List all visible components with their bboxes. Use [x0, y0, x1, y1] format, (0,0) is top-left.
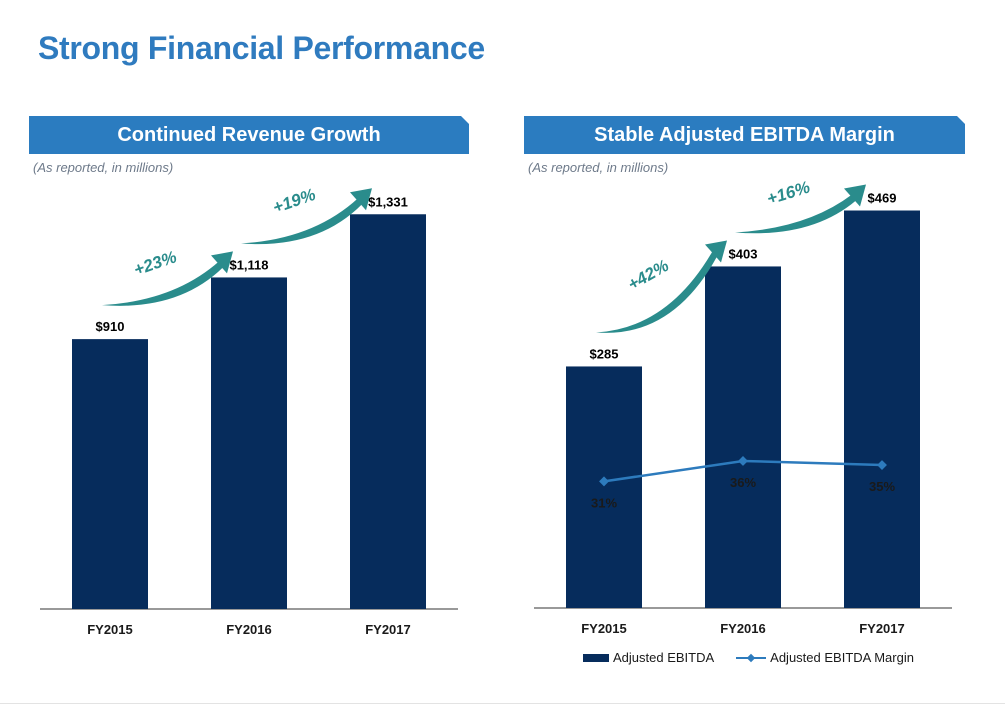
bar-fy2016: [211, 277, 287, 609]
legend-bar-label: Adjusted EBITDA: [613, 650, 715, 665]
margin-point-fy2015: [599, 476, 609, 487]
legend-bar-swatch: [583, 653, 609, 662]
bar-fy2017: [350, 214, 426, 609]
page-title: Strong Financial Performance: [38, 30, 485, 66]
growth-arrow-1: [102, 251, 233, 306]
x-tick-fy2016: FY2016: [720, 621, 766, 636]
bar-fy2015: [566, 366, 642, 608]
growth-arrow-1-head: [705, 240, 727, 263]
revenue-chart-title: Continued Revenue Growth: [117, 123, 381, 146]
growth-arrow-2-head: [350, 188, 372, 211]
margin-label-fy2015: 31%: [591, 495, 617, 510]
x-tick-fy2017: FY2017: [859, 621, 905, 636]
revenue-chart-note: (As reported, in millions): [33, 160, 174, 175]
bar-value-fy2015: $910: [96, 319, 125, 334]
growth-arrow-2-label: +16%: [765, 178, 813, 209]
ebitda-chart-note: (As reported, in millions): [528, 160, 669, 175]
bar-fy2015: [72, 339, 148, 609]
growth-arrow-1-shaft: [102, 261, 223, 306]
margin-label-fy2016: 36%: [730, 475, 756, 490]
growth-arrow-1: [596, 240, 727, 333]
bar-value-fy2015: $285: [590, 346, 619, 361]
revenue-chart-banner: Continued Revenue Growth: [29, 116, 469, 154]
bar-value-fy2017: $469: [868, 191, 897, 206]
growth-arrow-2: [241, 188, 372, 245]
x-tick-fy2015: FY2015: [87, 622, 133, 637]
growth-arrow-2-head: [844, 184, 866, 207]
bar-fy2016: [705, 266, 781, 608]
ebitda-chart-banner: Stable Adjusted EBITDA Margin: [524, 116, 965, 154]
growth-arrow-2: [735, 184, 866, 234]
margin-label-fy2017: 35%: [869, 479, 895, 494]
legend-line-label: Adjusted EBITDA Margin: [770, 650, 914, 665]
bar-value-fy2017: $1,331: [368, 194, 408, 209]
growth-arrow-1-shaft: [596, 250, 717, 333]
growth-arrow-2-shaft: [735, 194, 856, 234]
bottom-divider: [0, 703, 1005, 704]
growth-arrow-2-label: +19%: [270, 185, 318, 218]
growth-arrow-1-label: +42%: [624, 256, 672, 294]
bar-value-fy2016: $403: [729, 246, 758, 261]
x-tick-fy2017: FY2017: [365, 622, 411, 637]
bar-value-fy2016: $1,118: [229, 257, 268, 272]
x-tick-fy2016: FY2016: [226, 622, 272, 637]
ebitda-chart-title: Stable Adjusted EBITDA Margin: [594, 123, 895, 146]
revenue-bar-chart: $910 FY2015 $1,118 FY2016 $1,331 FY2017 +23% +1…: [40, 185, 458, 637]
x-tick-fy2015: FY2015: [581, 621, 627, 636]
growth-arrow-1-label: +23%: [131, 247, 179, 279]
margin-point-fy2017: [877, 460, 887, 470]
growth-arrow-1-head: [211, 251, 233, 274]
ebitda-bar-chart: $285 FY2015 $403 FY2016 $469 FY2017 +42% +16% 31…: [534, 178, 952, 636]
margin-point-fy2016: [738, 456, 748, 466]
ebitda-legend: Adjusted EBITDA Adjusted EBITDA Margin: [583, 650, 914, 665]
bar-fy2017: [844, 210, 920, 608]
legend-line-swatch: [736, 653, 767, 663]
growth-arrow-2-shaft: [241, 198, 362, 245]
